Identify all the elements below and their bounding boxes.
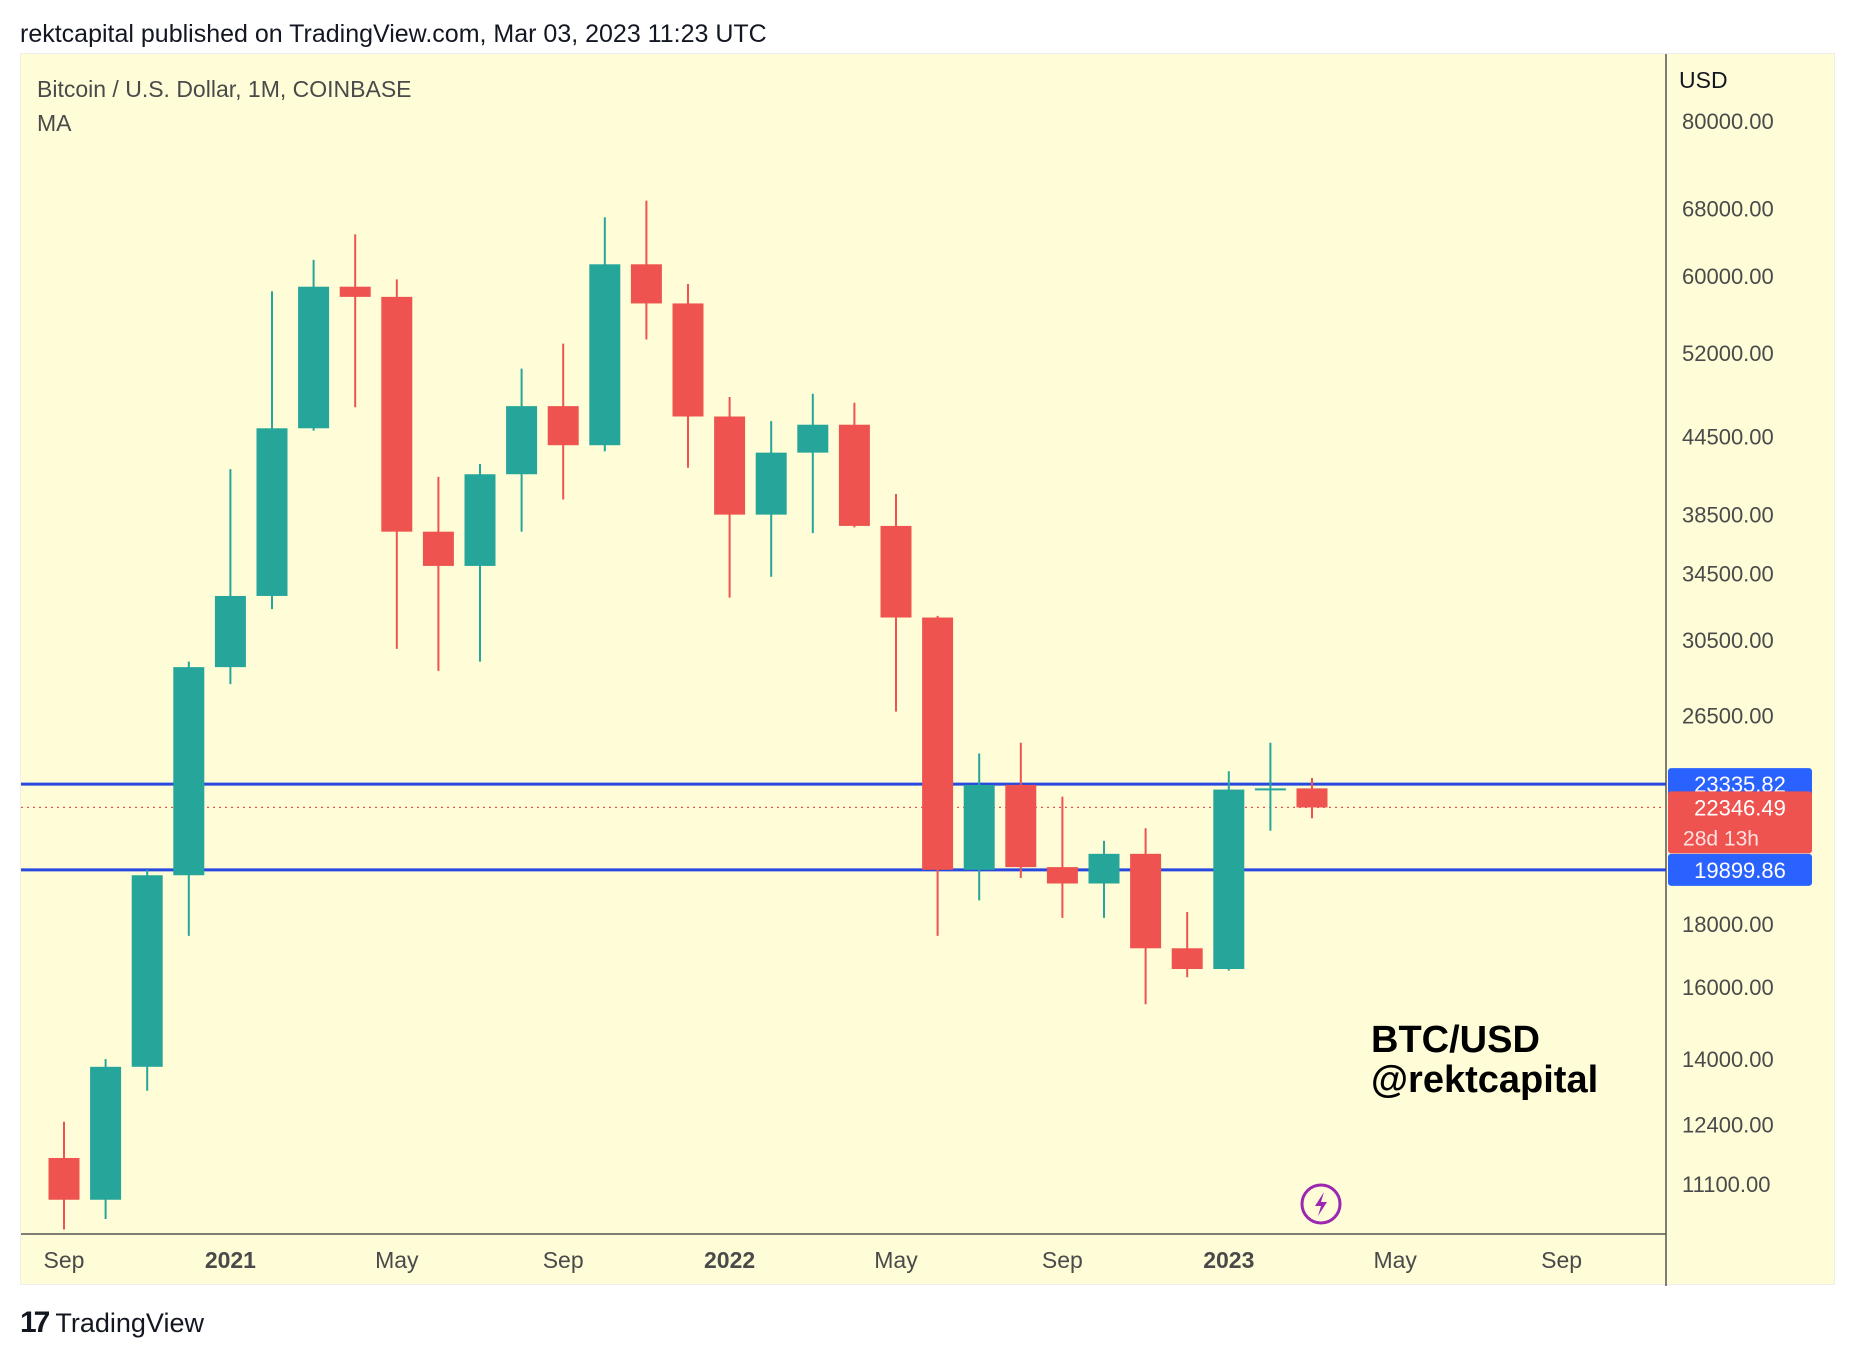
candle-body [464, 474, 496, 566]
candle-body [1171, 948, 1203, 970]
y-tick-label: 34500.00 [1682, 562, 1774, 587]
candle-body [880, 525, 912, 618]
candle-body [547, 406, 579, 446]
candle-body [381, 296, 413, 532]
y-tick-label: 52000.00 [1682, 341, 1774, 366]
candle-body [48, 1157, 80, 1200]
current-price-tag-countdown: 28d 13h [1683, 827, 1759, 850]
current-price-tag: 22346.49 [1694, 795, 1786, 820]
annotation-author: @rektcapital [1371, 1059, 1598, 1101]
candle-body [838, 424, 870, 526]
flash-icon [1300, 1183, 1342, 1225]
level-price-tag-lower-bg [1668, 853, 1812, 886]
y-tick-label: 14000.00 [1682, 1047, 1774, 1072]
candle-body [672, 303, 704, 417]
lightning-bolt-icon [1315, 1192, 1327, 1216]
candle-body [1130, 853, 1162, 949]
symbol-legend: Bitcoin / U.S. Dollar, 1M, COINBASE [37, 76, 412, 102]
candle-body [1296, 788, 1328, 808]
candlestick-chart[interactable]: Bitcoin / U.S. Dollar, 1M, COINBASE MA USD… [21, 54, 1836, 1286]
x-tick-label: 2022 [704, 1247, 755, 1273]
candle-body [630, 264, 662, 304]
chart-panel[interactable]: Bitcoin / U.S. Dollar, 1M, COINBASE MA USD… [20, 53, 1836, 1286]
annotation-title: BTC/USD [1371, 1019, 1540, 1061]
candle-body [1046, 867, 1078, 884]
candle-body [1088, 853, 1120, 884]
y-tick-label: 30500.00 [1682, 628, 1774, 653]
y-tick-label: 44500.00 [1682, 425, 1774, 450]
indicator-legend: MA [37, 110, 72, 136]
x-tick-label: Sep [1541, 1247, 1582, 1273]
candle-body [755, 452, 787, 515]
candle-body [90, 1066, 122, 1200]
x-tick-label: 2021 [205, 1247, 256, 1273]
y-tick-label: 38500.00 [1682, 503, 1774, 528]
y-tick-label: 12400.00 [1682, 1112, 1774, 1137]
level-price-tag-lower: 19899.86 [1694, 858, 1786, 883]
candle-body [298, 286, 330, 429]
candle-body [797, 424, 829, 453]
candle-body [922, 617, 954, 870]
candle-body [1005, 784, 1037, 868]
candle-body [339, 286, 371, 297]
candle-body [714, 416, 746, 515]
x-tick-label: Sep [543, 1247, 584, 1273]
candle-body [422, 531, 454, 566]
candle-body [1254, 788, 1286, 791]
x-tick-label: Sep [44, 1247, 85, 1273]
x-tick-label: May [375, 1247, 419, 1273]
tradingview-logo[interactable]: 17 TradingView [20, 1303, 204, 1343]
candle-body [214, 595, 246, 668]
candle-body [256, 428, 288, 596]
current-price-tag-bg [1668, 791, 1812, 854]
y-tick-label: 16000.00 [1682, 975, 1774, 1000]
x-tick-label: May [874, 1247, 918, 1273]
tradingview-mark-icon: 17 [20, 1306, 50, 1339]
candle-body [131, 875, 163, 1067]
candle-body [589, 264, 621, 446]
candle-body [506, 406, 538, 475]
x-tick-label: Sep [1042, 1247, 1083, 1273]
x-tick-label: May [1373, 1247, 1417, 1273]
axis-currency-label: USD [1679, 67, 1728, 93]
y-tick-label: 11100.00 [1682, 1172, 1771, 1197]
candle-body [1213, 789, 1245, 970]
y-tick-label: 26500.00 [1682, 704, 1774, 729]
tradingview-wordmark: TradingView [55, 1307, 204, 1338]
x-tick-label: 2023 [1203, 1247, 1254, 1273]
candle-body [173, 667, 205, 876]
publisher-line: rektcapital published on TradingView.com… [20, 20, 767, 48]
y-tick-label: 68000.00 [1682, 196, 1774, 221]
y-tick-label: 80000.00 [1682, 109, 1774, 134]
y-tick-label: 60000.00 [1682, 264, 1774, 289]
y-tick-label: 18000.00 [1682, 912, 1774, 937]
candle-body [963, 784, 995, 870]
